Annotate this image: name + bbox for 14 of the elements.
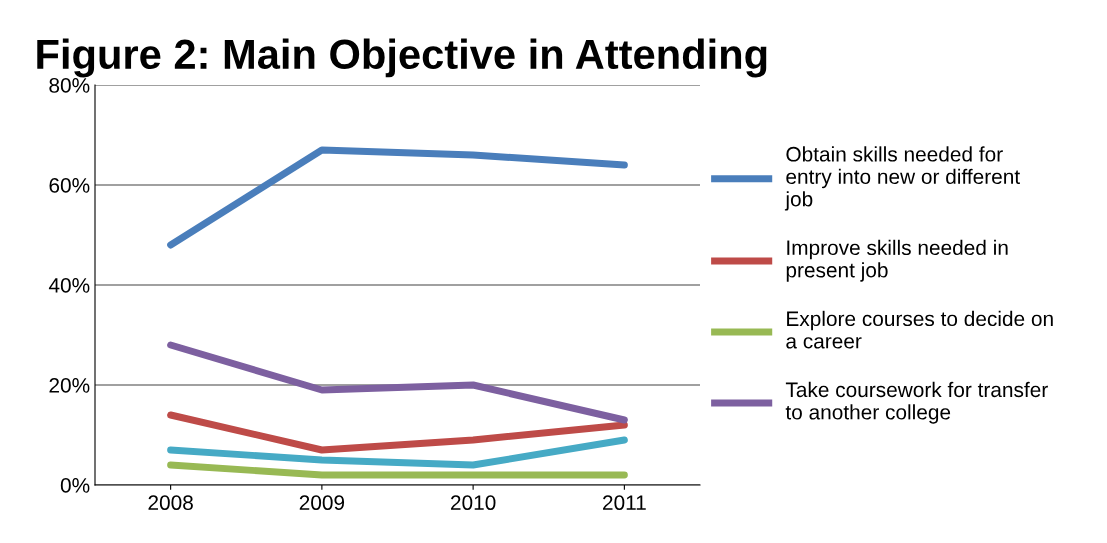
legend-label: Improve skills needed in present job bbox=[786, 239, 1008, 282]
y-tick-label: 20% bbox=[49, 378, 90, 393]
legend-label: Take coursework for transfer to another college bbox=[785, 381, 1048, 424]
x-tick-label: 2010 bbox=[451, 495, 496, 511]
x-tick-label: 2009 bbox=[299, 495, 345, 511]
x-tick-label: 2011 bbox=[603, 495, 646, 511]
legend-label: Obtain skills needed for entry into new or different job bbox=[784, 146, 1020, 211]
y-tick-label: 0% bbox=[60, 478, 90, 493]
y-tick-label: 80% bbox=[49, 78, 90, 93]
y-tick-label: 60% bbox=[49, 178, 90, 193]
y-tick-label: 40% bbox=[48, 278, 90, 293]
x-tick-label: 2008 bbox=[148, 495, 193, 511]
legend-label: Explore courses to decide on a career bbox=[786, 310, 1053, 349]
chart-title: Figure 2: Main Objective in Attending bbox=[37, 38, 767, 78]
